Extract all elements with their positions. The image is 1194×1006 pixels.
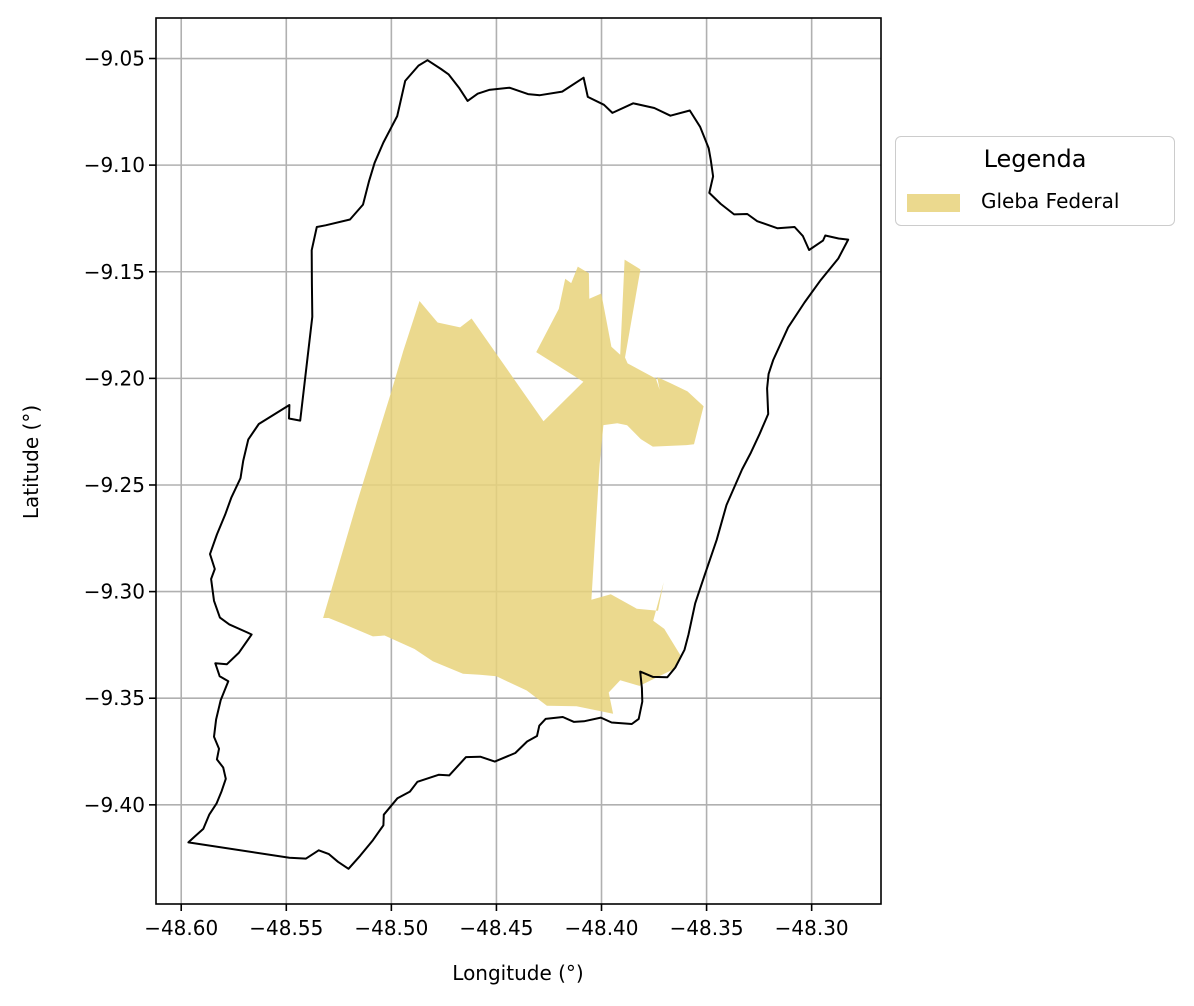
y-tick-label: −9.30 [84, 580, 145, 604]
y-tick-label: −9.10 [84, 153, 145, 177]
y-tick-label: −9.25 [84, 473, 145, 497]
x-tick-label: −48.40 [564, 916, 638, 940]
y-tick-label: −9.05 [84, 47, 145, 71]
y-tick-label: −9.20 [84, 366, 145, 390]
x-tick-label: −48.50 [354, 916, 428, 940]
y-tick-label: −9.15 [84, 260, 145, 284]
plot-frame [155, 17, 882, 905]
y-tick-label: −9.40 [84, 793, 145, 817]
x-tick-label: −48.30 [775, 916, 849, 940]
municipality-boundary-layer [187, 59, 850, 870]
legend-swatch-gleba-federal [907, 194, 960, 212]
x-axis-ticks: −48.60 −48.55 −48.50 −48.45 −48.40 −48.35 −48.… [144, 904, 849, 940]
x-tick-label: −48.45 [459, 916, 533, 940]
legend: Legenda Gleba Federal [895, 136, 1175, 226]
x-tick-label: −48.35 [670, 916, 744, 940]
x-tick-label: −48.55 [249, 916, 323, 940]
legend-title: Legenda [983, 145, 1087, 173]
gleba-federal-layer [323, 259, 704, 714]
municipality-boundary [187, 59, 850, 870]
legend-label-gleba-federal: Gleba Federal [981, 189, 1120, 213]
y-axis-ticks: −9.05 −9.10 −9.15 −9.20 −9.25 −9.30 −9.35 −9.40 [84, 47, 156, 817]
x-tick-label: −48.60 [144, 916, 218, 940]
y-tick-label: −9.35 [84, 686, 145, 710]
x-axis-label: Longitude (°) [452, 961, 583, 985]
plot-area [155, 17, 882, 905]
feature-gleba-federal [323, 259, 704, 714]
y-axis-label: Latitude (°) [19, 405, 43, 519]
